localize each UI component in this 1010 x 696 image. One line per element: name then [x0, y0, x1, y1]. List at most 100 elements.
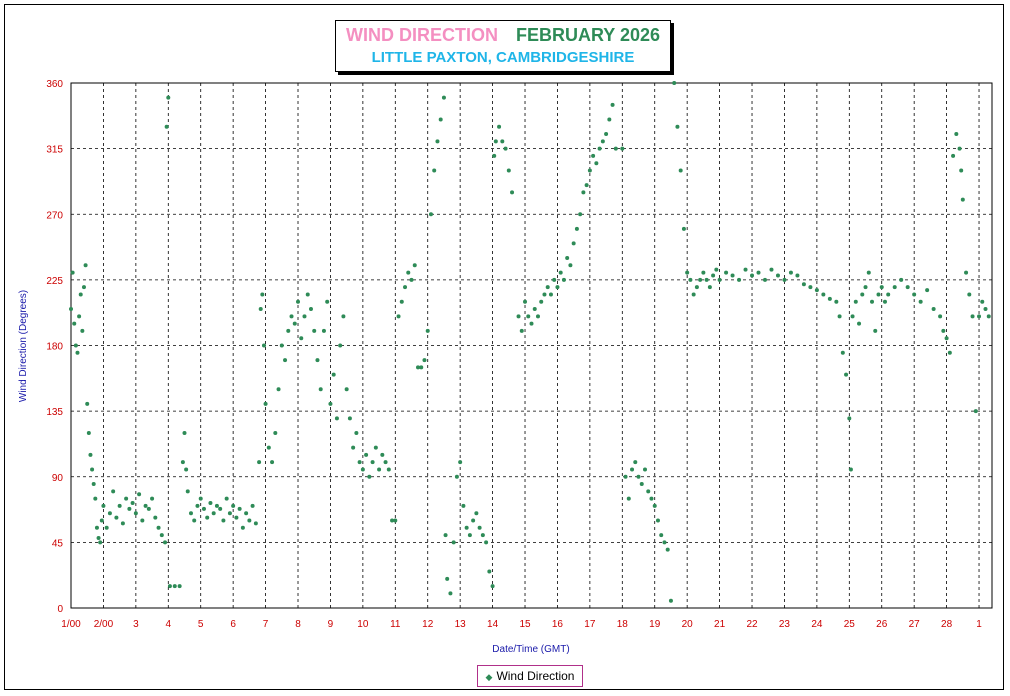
data-point [96, 536, 101, 540]
data-point [164, 124, 169, 129]
data-point [276, 387, 281, 392]
data-point [224, 496, 229, 501]
data-point [111, 489, 116, 494]
data-point [685, 270, 690, 275]
data-point [490, 584, 495, 589]
data-point [124, 496, 129, 501]
x-tick-label: 3 [133, 619, 139, 630]
data-point [594, 161, 599, 166]
data-point [81, 285, 86, 290]
data-point [93, 496, 98, 501]
x-tick-label: 25 [844, 619, 856, 630]
data-point [464, 525, 469, 530]
data-point [626, 496, 631, 501]
data-point [143, 503, 148, 508]
data-point [380, 452, 385, 457]
data-point [873, 328, 878, 333]
data-point [292, 321, 297, 326]
data-point [882, 299, 887, 304]
data-point [876, 292, 881, 297]
data-point [347, 416, 352, 421]
data-point [681, 226, 686, 231]
data-point [419, 365, 424, 370]
legend-marker-icon: ◆ [485, 671, 493, 682]
data-point [117, 503, 122, 508]
y-tick-label: 315 [46, 145, 63, 156]
data-point [443, 533, 448, 538]
x-tick-label: 26 [876, 619, 888, 630]
x-axis-label: Date/Time (GMT) [492, 644, 569, 655]
data-point [208, 501, 213, 505]
data-point [299, 336, 304, 341]
data-point [552, 277, 557, 282]
x-tick-label: 13 [455, 619, 467, 630]
x-tick-label: 6 [230, 619, 236, 630]
data-point [944, 336, 949, 341]
data-point [782, 277, 787, 282]
data-point [133, 511, 138, 516]
data-point [80, 328, 85, 333]
data-point [535, 314, 540, 319]
y-tick-label: 360 [46, 79, 63, 90]
data-point [445, 576, 450, 581]
x-tick-label: 1 [976, 619, 982, 630]
data-point [743, 267, 748, 272]
data-point [153, 515, 158, 520]
data-point [159, 533, 164, 538]
data-point [860, 292, 865, 297]
data-point [373, 445, 378, 450]
data-point [707, 285, 712, 290]
x-tick-label: 24 [811, 619, 823, 630]
data-point [188, 511, 193, 516]
data-point [266, 445, 271, 450]
x-tick-label: 16 [552, 619, 564, 630]
y-tick-label: 0 [57, 604, 63, 615]
data-point [704, 277, 709, 282]
data-point [506, 168, 511, 173]
data-point [918, 299, 923, 304]
data-point [701, 270, 706, 275]
data-point [542, 292, 547, 297]
data-point [448, 591, 453, 596]
data-point [78, 292, 83, 297]
data-point [477, 525, 482, 530]
data-point [597, 146, 602, 151]
data-point [137, 492, 142, 497]
data-point [688, 277, 693, 282]
chart-subtitle: LITTLE PAXTON, CAMBRIDGESHIRE [371, 49, 635, 66]
data-point [561, 277, 566, 282]
chart-title-month: FEBRUARY 2026 [515, 25, 661, 45]
data-point [467, 533, 472, 538]
data-point [302, 314, 307, 319]
data-point [899, 277, 904, 282]
y-tick-label: 135 [46, 407, 63, 418]
data-point [107, 511, 112, 516]
data-point [623, 474, 628, 479]
data-point [925, 288, 930, 293]
data-point [870, 299, 875, 304]
data-point [214, 503, 219, 508]
data-point [545, 285, 550, 290]
data-point [840, 350, 845, 355]
data-point [86, 431, 91, 435]
data-point [354, 431, 359, 435]
data-point [967, 292, 972, 297]
data-point [331, 372, 336, 377]
y-axis-label: Wind Direction (Degrees) [18, 290, 29, 402]
data-point [296, 299, 301, 304]
data-point [970, 314, 975, 319]
data-point [435, 139, 440, 144]
data-point [844, 372, 849, 377]
data-point [114, 515, 119, 520]
y-tick-label: 225 [46, 276, 63, 287]
data-point [630, 467, 635, 472]
data-point [396, 314, 401, 319]
data-point [386, 467, 391, 472]
data-point [717, 277, 722, 282]
data-point [73, 343, 78, 348]
data-point [258, 307, 263, 312]
x-tick-label: 5 [198, 619, 204, 630]
data-point [344, 387, 349, 392]
y-tick-label: 180 [46, 342, 63, 353]
data-point [360, 467, 365, 472]
